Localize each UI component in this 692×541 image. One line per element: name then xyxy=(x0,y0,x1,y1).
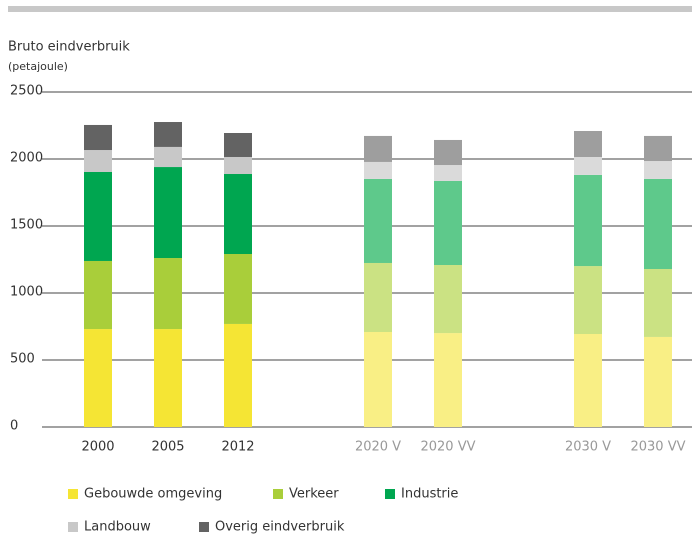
bar-segment xyxy=(434,165,462,181)
legend-swatch xyxy=(385,489,395,499)
x-tick-label: 2030 VV xyxy=(630,440,685,455)
legend-label: Industrie xyxy=(401,487,458,502)
bar-segment xyxy=(644,178,672,270)
bar-segment xyxy=(434,180,462,265)
bar-segment xyxy=(364,161,392,179)
legend-swatch xyxy=(273,489,283,499)
x-tick-label: 2012 xyxy=(221,440,254,455)
bar-segment xyxy=(224,254,252,324)
bar-segment xyxy=(84,329,112,427)
bar-segment xyxy=(224,323,252,427)
y-tick-label: 500 xyxy=(10,352,35,367)
bar-segment xyxy=(364,178,392,263)
x-tick-label: 2030 V xyxy=(565,440,611,455)
bar-segment xyxy=(644,135,672,162)
legend-label: Gebouwde omgeving xyxy=(84,487,222,502)
legend-label: Overig eindverbruik xyxy=(215,520,345,535)
bar-segment xyxy=(434,333,462,427)
bar-segment xyxy=(84,260,112,330)
bar-segment xyxy=(574,174,602,267)
x-tick-label: 2005 xyxy=(151,440,184,455)
bar-segment xyxy=(574,156,602,175)
bar-segment xyxy=(84,171,112,261)
bar-segment xyxy=(434,139,462,166)
bar-segment xyxy=(574,334,602,427)
bar-segment xyxy=(434,264,462,334)
legend-swatch xyxy=(68,489,78,499)
bar-segment xyxy=(644,336,672,427)
bar-segment xyxy=(224,156,252,175)
x-tick-label: 2000 xyxy=(81,440,114,455)
y-tick-label: 2000 xyxy=(10,151,43,166)
y-tick-label: 0 xyxy=(10,419,18,434)
bar-segment xyxy=(574,130,602,157)
bar-segment xyxy=(364,262,392,332)
chart-subtitle: (petajoule) xyxy=(8,60,68,73)
chart-title: Bruto eindverbruik xyxy=(8,40,130,55)
bar-segment xyxy=(154,329,182,427)
x-tick-label: 2020 V xyxy=(355,440,401,455)
legend-label: Verkeer xyxy=(289,487,339,502)
y-tick-label: 1500 xyxy=(10,218,43,233)
bar-segment xyxy=(574,266,602,335)
bar-segment xyxy=(644,269,672,337)
bar-segment xyxy=(364,331,392,427)
y-tick-label: 1000 xyxy=(10,285,43,300)
top-band xyxy=(8,6,692,12)
bar-segment xyxy=(84,124,112,151)
legend-swatch xyxy=(68,522,78,532)
bar-segment xyxy=(364,135,392,162)
bar-segment xyxy=(154,258,182,330)
bar-segment xyxy=(154,167,182,259)
y-tick-label: 2500 xyxy=(10,84,43,99)
legend-swatch xyxy=(199,522,209,532)
legend-label: Landbouw xyxy=(84,520,151,535)
bar-segment xyxy=(224,133,252,157)
bar-segment xyxy=(224,174,252,255)
bar-segment xyxy=(644,161,672,179)
bar-segment xyxy=(154,122,182,147)
bar-segment xyxy=(84,150,112,172)
x-tick-label: 2020 VV xyxy=(420,440,475,455)
bar-segment xyxy=(154,146,182,168)
